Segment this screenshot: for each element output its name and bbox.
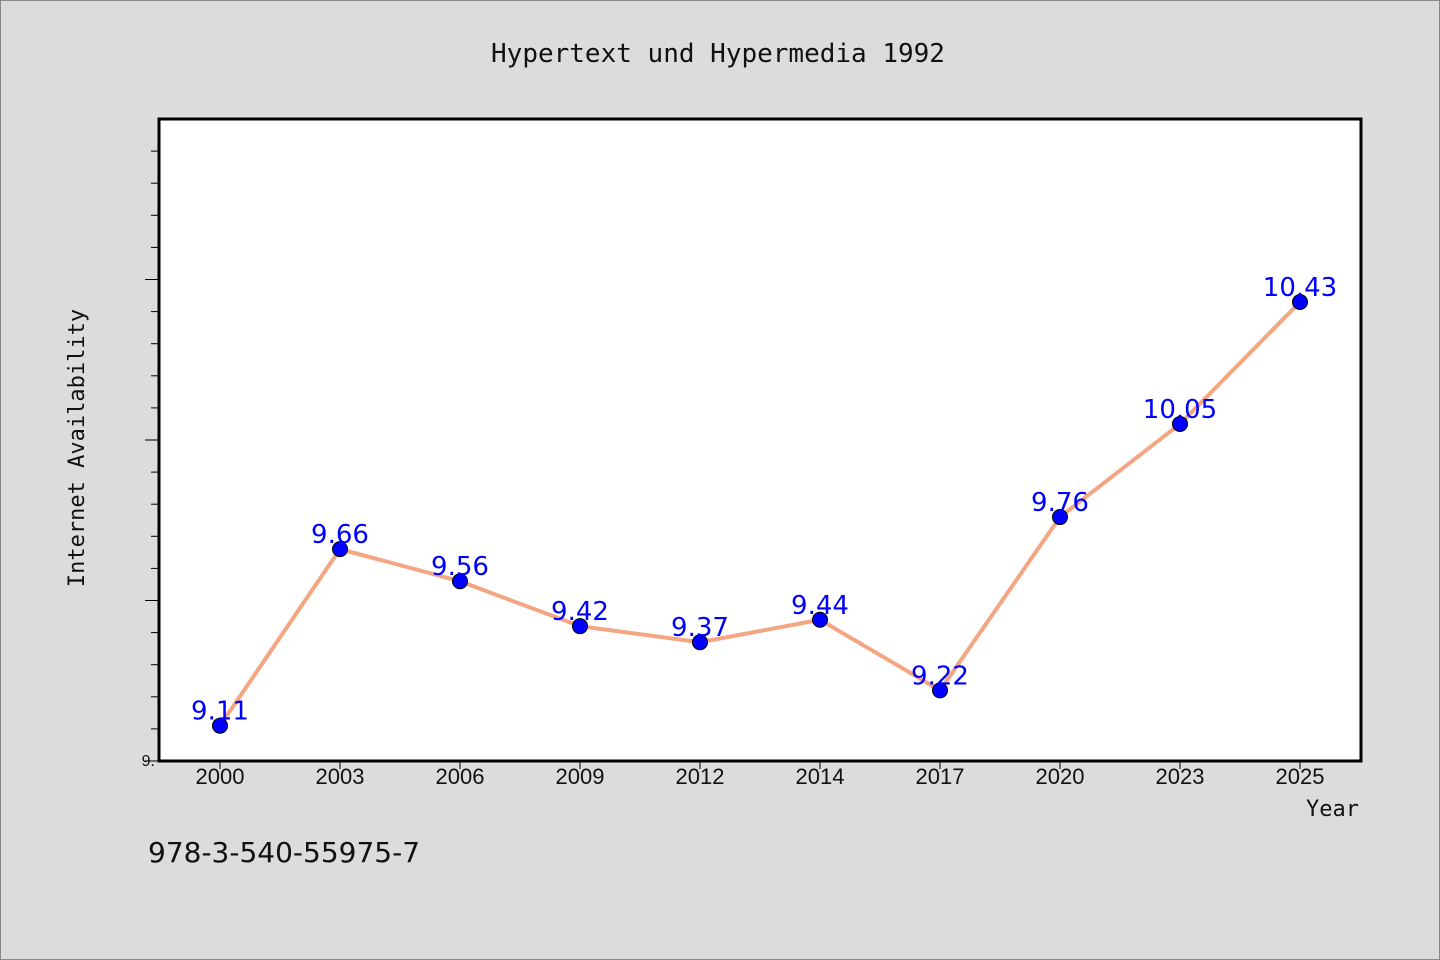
x-tick-label: 2003 [316,764,365,789]
data-point [1052,509,1068,526]
data-label: 9.11 [191,697,249,727]
x-tick-label: 2009 [556,764,605,789]
x-tick-label: 2012 [676,764,725,789]
data-label: 9.42 [551,597,609,627]
data-point [452,573,468,590]
chart-title: Hypertext und Hypermedia 1992 [491,39,945,69]
data-point [572,618,588,635]
x-tick-label: 2020 [1036,764,1085,789]
x-tick-label: 2006 [436,764,485,789]
data-point [1172,415,1188,432]
data-label: 9.44 [791,591,849,621]
data-point [212,717,228,734]
data-label: 9.22 [911,661,969,691]
data-label: 10.05 [1143,395,1217,425]
series-markers [212,293,1308,734]
data-label: 9.56 [431,552,489,582]
x-tick-label: 2025 [1276,764,1325,789]
data-label: 10.43 [1263,273,1337,303]
data-point [812,611,828,628]
data-label: 9.66 [311,520,369,550]
data-point [1292,293,1308,310]
y-tick-label: 9. [142,753,155,770]
x-tick-label: 2017 [916,764,965,789]
y-axis-label: Internet Availability [65,309,90,587]
data-point [932,682,948,699]
data-point [332,541,348,558]
plot-area [157,117,1363,763]
y-axis-ticks: 9. [142,150,159,770]
series-line [218,300,1302,727]
x-tick-label: 2000 [196,764,245,789]
x-axis-ticks: 2000 2003 2006 2009 2012 2014 2017 2020 2023 2025 [196,761,1325,789]
x-axis-label: Year [1306,797,1359,822]
x-tick-label: 2023 [1156,764,1205,789]
isbn-footnote: 978-3-540-55975-7 [148,836,420,869]
data-label: 9.76 [1031,488,1089,518]
data-labels: 9.11 9.66 9.56 9.42 9.37 9.44 9.22 9.76 10.05 10.… [191,273,1337,727]
data-point [692,634,708,651]
x-tick-label: 2014 [796,764,845,789]
data-label: 9.37 [671,613,729,643]
